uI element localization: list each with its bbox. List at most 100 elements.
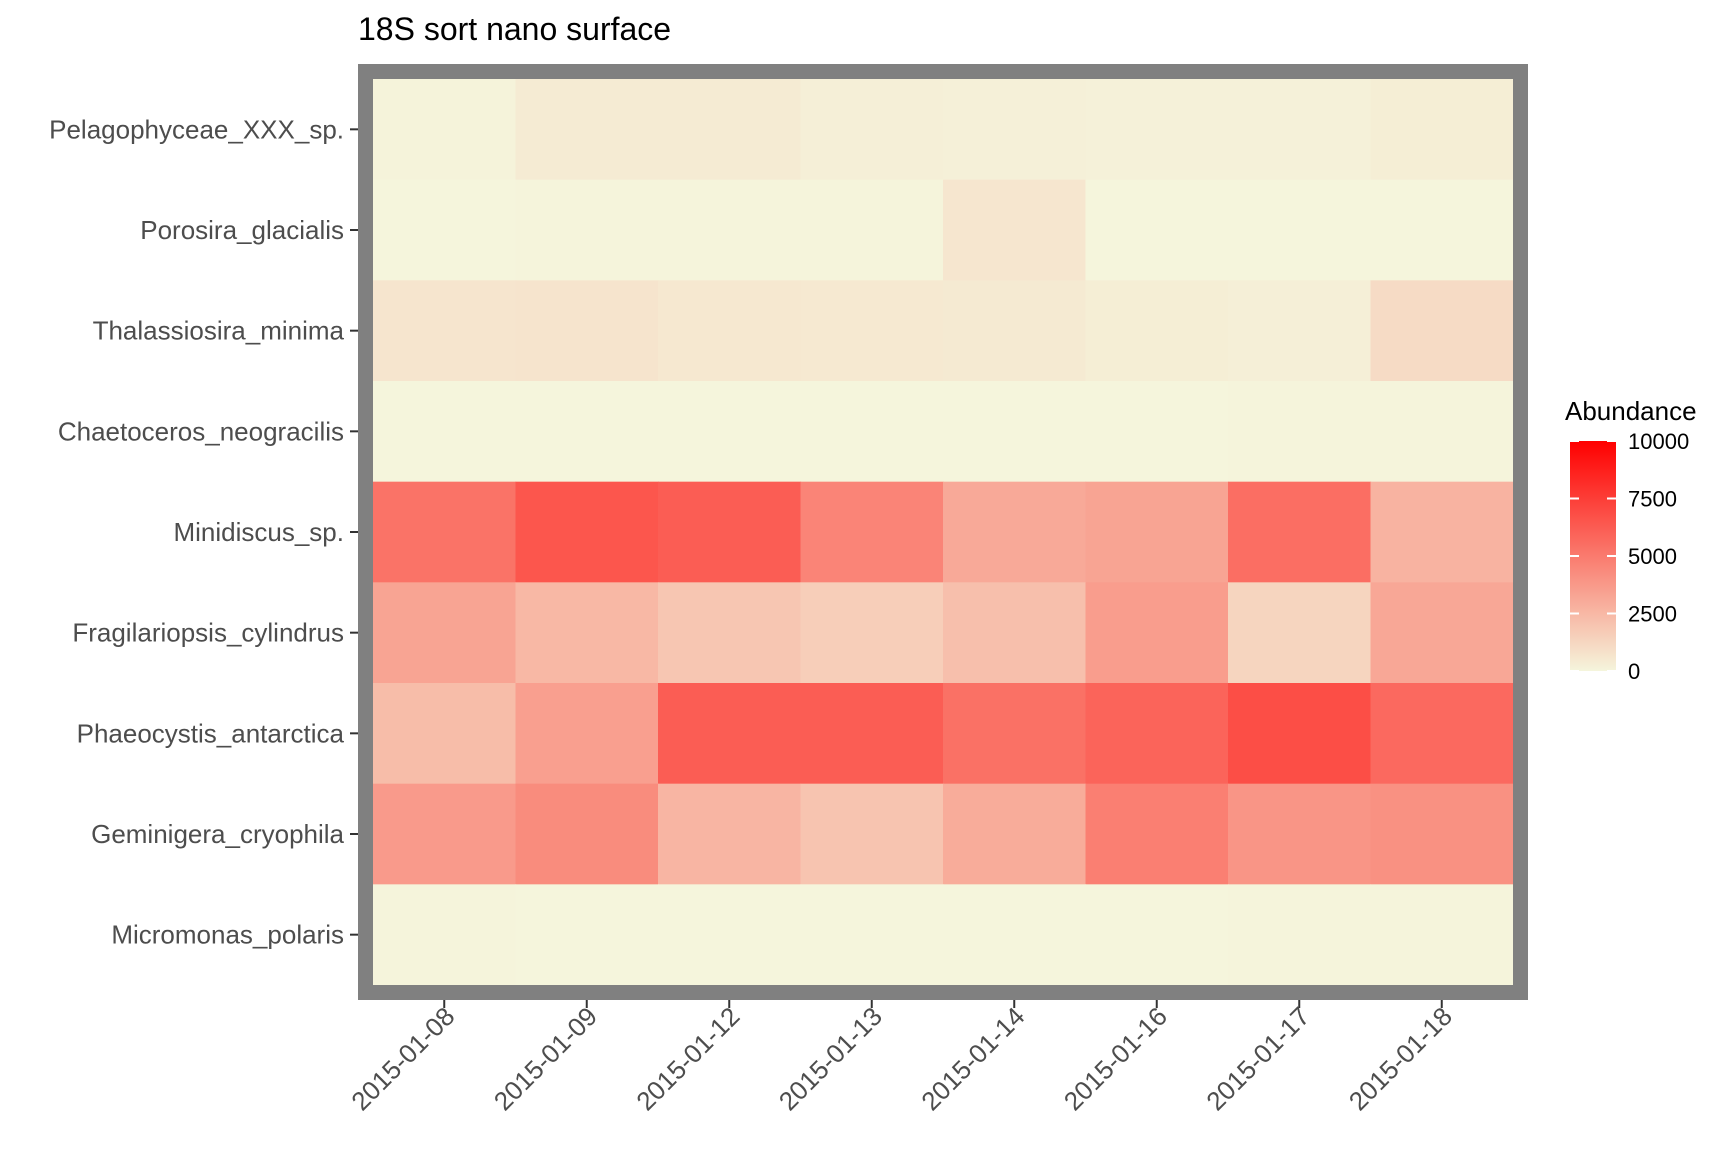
heatmap-cell (515, 280, 659, 382)
y-axis: Pelagophyceae_XXX_sp. Porosira_glacialis T… (49, 114, 358, 950)
x-tick-label: 2015-01-13 (773, 1001, 888, 1116)
heatmap-cell (658, 79, 802, 181)
x-tick-label: 2015-01-12 (630, 1001, 745, 1116)
heatmap-cell (373, 582, 517, 684)
heatmap-cell (1228, 582, 1372, 684)
heatmap-cell (658, 481, 802, 583)
heatmap-cell (1370, 884, 1514, 986)
heatmap-cell (943, 280, 1087, 382)
x-tick-label: 2015-01-16 (1058, 1001, 1173, 1116)
heatmap-cell (800, 280, 944, 382)
y-tick-label: Porosira_glacialis (140, 215, 344, 245)
heatmap-cell (1370, 783, 1514, 885)
heatmap-cell (373, 179, 517, 281)
heatmap-cell (515, 481, 659, 583)
legend-tick-label: 0 (1628, 659, 1640, 684)
legend-tick-label: 7500 (1628, 487, 1677, 512)
y-tick-label: Minidiscus_sp. (173, 517, 344, 547)
heatmap-cell (1228, 481, 1372, 583)
heatmap-cell (1228, 381, 1372, 483)
heatmap-cell (800, 884, 944, 986)
heatmap-cell (1370, 481, 1514, 583)
heatmap-cell (373, 683, 517, 785)
heatmap-cell (800, 79, 944, 181)
x-tick-label: 2015-01-18 (1343, 1001, 1458, 1116)
x-tick-label: 2015-01-17 (1200, 1001, 1315, 1116)
heatmap-cell (800, 481, 944, 583)
heatmap-cell (373, 280, 517, 382)
heatmap-cell (800, 381, 944, 483)
heatmap-cell (1228, 179, 1372, 281)
heatmap-cell (800, 683, 944, 785)
heatmap-cell (1085, 582, 1229, 684)
x-tick-label: 2015-01-14 (915, 1001, 1030, 1116)
legend-tick-label: 2500 (1628, 602, 1677, 627)
legend-title: Abundance (1565, 396, 1697, 426)
heatmap-cell (800, 582, 944, 684)
heatmap-cell (515, 884, 659, 986)
heatmap-cell (1370, 280, 1514, 382)
heatmap-cell (1085, 783, 1229, 885)
heatmap-cell (515, 683, 659, 785)
x-tick-label: 2015-01-08 (345, 1001, 460, 1116)
heatmap-cell (943, 884, 1087, 986)
y-tick-label: Pelagophyceae_XXX_sp. (49, 114, 344, 144)
heatmap-cell (1228, 280, 1372, 382)
heatmap-cell (943, 683, 1087, 785)
heatmap-cell (1370, 179, 1514, 281)
heatmap-cell (1228, 783, 1372, 885)
y-tick-label: Thalassiosira_minima (93, 316, 345, 346)
heatmap-cell (1228, 79, 1372, 181)
heatmap-cells (373, 79, 1514, 986)
chart-title: 18S sort nano surface (358, 11, 671, 47)
heatmap-cell (1085, 683, 1229, 785)
x-axis: 2015-01-08 2015-01-09 2015-01-12 2015-01-13… (345, 1000, 1458, 1116)
heatmap-cell (658, 280, 802, 382)
heatmap-cell (373, 79, 517, 181)
heatmap-cell (658, 683, 802, 785)
y-tick-label: Fragilariopsis_cylindrus (72, 618, 344, 648)
heatmap-cell (1228, 683, 1372, 785)
heatmap-cell (373, 381, 517, 483)
heatmap-cell (515, 582, 659, 684)
heatmap-cell (515, 783, 659, 885)
heatmap-cell (658, 381, 802, 483)
heatmap-cell (1085, 79, 1229, 181)
heatmap-cell (1370, 683, 1514, 785)
y-tick-label: Geminigera_cryophila (91, 819, 344, 849)
heatmap-cell (943, 481, 1087, 583)
heatmap-cell (515, 79, 659, 181)
panel-border (358, 64, 1528, 1000)
heatmap-cell (943, 79, 1087, 181)
heatmap-cell (1085, 381, 1229, 483)
heatmap-cell (800, 179, 944, 281)
heatmap-cell (1370, 381, 1514, 483)
x-tick-label: 2015-01-09 (488, 1001, 603, 1116)
heatmap-cell (943, 582, 1087, 684)
heatmap-cell (1370, 582, 1514, 684)
legend-tick-label: 10000 (1628, 429, 1689, 454)
legend-tick-label: 5000 (1628, 544, 1677, 569)
heatmap-cell (1228, 884, 1372, 986)
heatmap-cell (373, 884, 517, 986)
heatmap-cell (373, 481, 517, 583)
y-tick-label: Micromonas_polaris (111, 920, 344, 950)
heatmap-cell (943, 179, 1087, 281)
heatmap-cell (373, 783, 517, 885)
y-tick-label: Chaetoceros_neogracilis (58, 416, 344, 446)
heatmap-cell (658, 783, 802, 885)
y-tick-label: Phaeocystis_antarctica (77, 718, 345, 748)
heatmap-cell (1370, 79, 1514, 181)
heatmap-cell (658, 884, 802, 986)
heatmap-cell (658, 179, 802, 281)
heatmap-cell (1085, 481, 1229, 583)
heatmap-cell (1085, 884, 1229, 986)
heatmap-cell (943, 381, 1087, 483)
heatmap-cell (943, 783, 1087, 885)
heatmap-cell (1085, 280, 1229, 382)
heatmap-cell (515, 179, 659, 281)
heatmap-cell (515, 381, 659, 483)
heatmap-cell (800, 783, 944, 885)
